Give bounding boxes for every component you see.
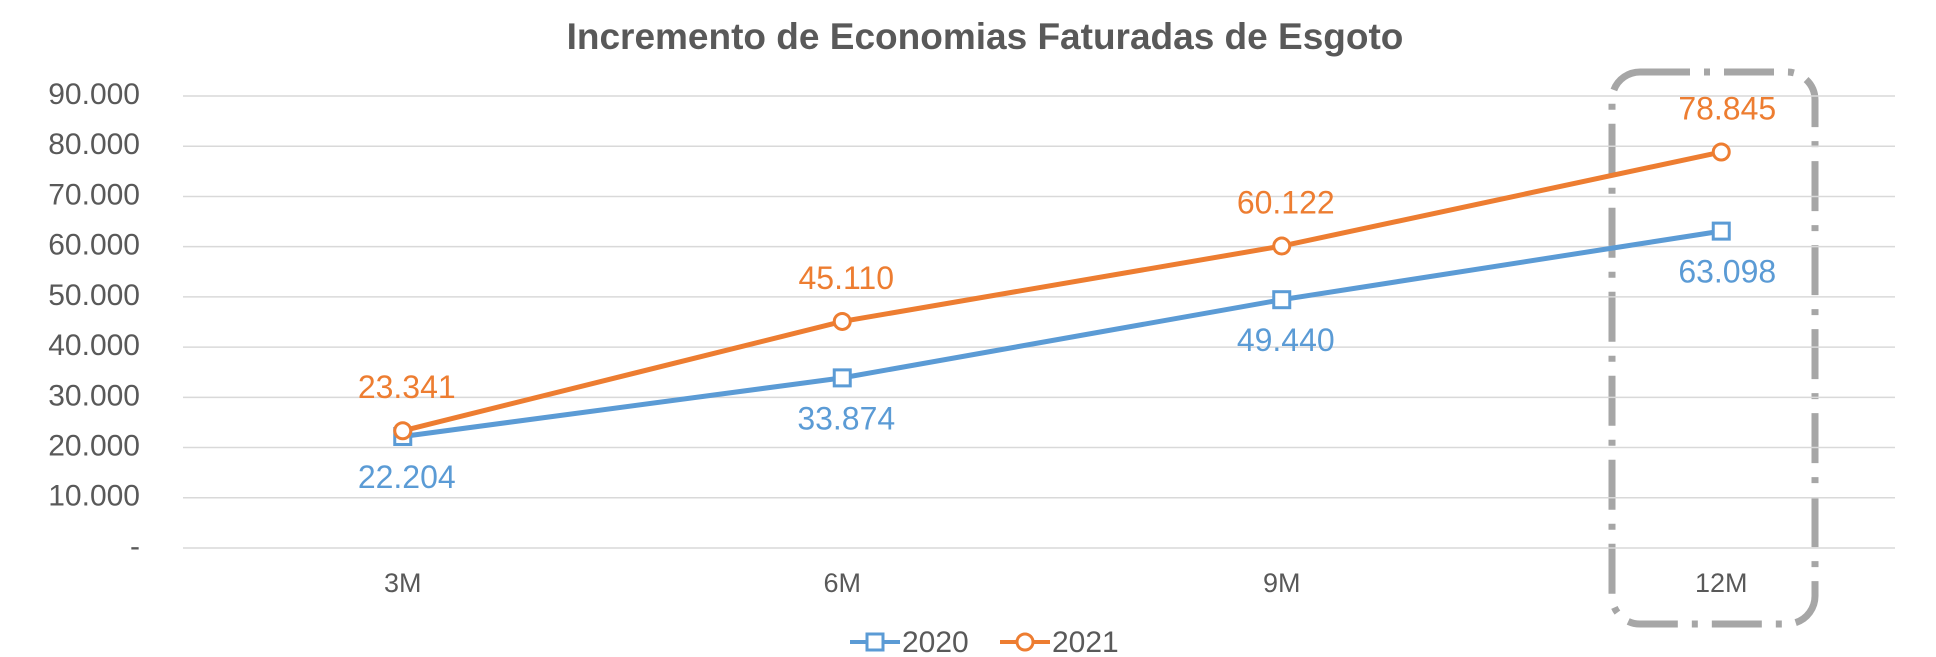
x-tick-label: 3M <box>384 568 422 598</box>
marker <box>1711 142 1731 162</box>
x-tick-label: 12M <box>1695 568 1748 598</box>
y-tick-label: 60.000 <box>48 229 140 262</box>
marker <box>393 421 413 441</box>
y-tick-label: 70.000 <box>48 178 140 211</box>
legend-label: 2021 <box>1052 626 1119 657</box>
y-tick-label: - <box>130 530 140 563</box>
x-tick-label: 9M <box>1263 568 1301 598</box>
y-tick-label: 80.000 <box>48 128 140 161</box>
y-tick-label: 20.000 <box>48 429 140 462</box>
y-tick-label: 50.000 <box>48 279 140 312</box>
marker <box>1272 290 1292 310</box>
data-label: 33.874 <box>797 400 895 436</box>
legend-marker <box>1015 632 1035 652</box>
y-tick-label: 40.000 <box>48 329 140 362</box>
legend-marker <box>865 632 885 652</box>
chart-title: Incremento de Economias Faturadas de Esg… <box>567 16 1404 57</box>
data-label: 60.122 <box>1237 185 1335 221</box>
y-tick-label: 30.000 <box>48 379 140 412</box>
series-line <box>402 228 1722 439</box>
data-label: 49.440 <box>1237 322 1335 358</box>
marker <box>1272 236 1292 256</box>
legend-item: 2021 <box>1000 626 1119 657</box>
legend-label: 2020 <box>902 626 969 657</box>
data-label: 78.845 <box>1678 90 1776 126</box>
legend-item: 2020 <box>850 626 969 657</box>
x-tick-label: 6M <box>823 568 861 598</box>
highlight-box <box>1608 68 1819 628</box>
y-tick-label: 10.000 <box>48 480 140 513</box>
data-label: 23.341 <box>358 369 456 405</box>
data-label: 22.204 <box>358 459 456 495</box>
y-tick-label: 90.000 <box>48 78 140 111</box>
marker <box>1711 221 1731 241</box>
marker <box>832 368 852 388</box>
data-label: 63.098 <box>1678 254 1776 290</box>
marker <box>832 311 852 331</box>
data-label: 45.110 <box>799 260 895 296</box>
series-line <box>402 149 1722 434</box>
